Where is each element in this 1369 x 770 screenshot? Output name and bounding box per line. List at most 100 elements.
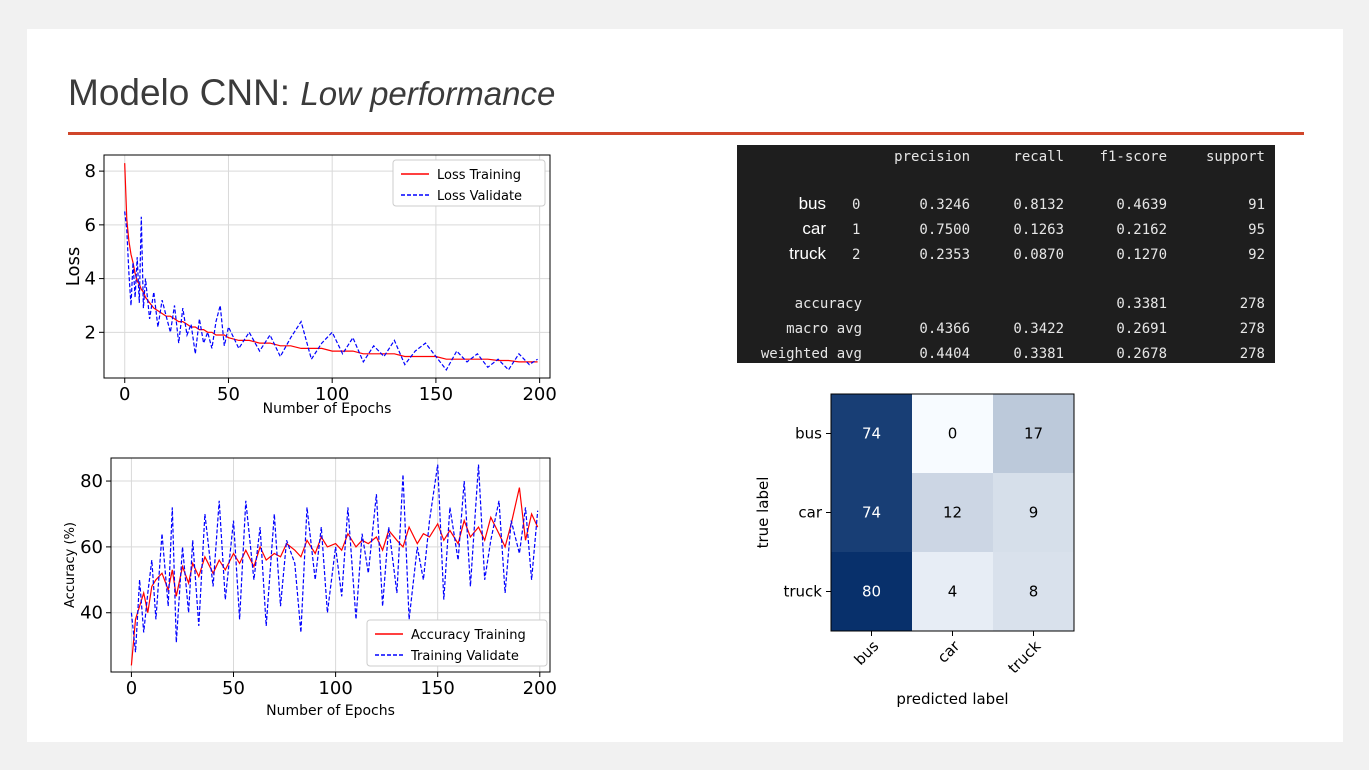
cm-x-axis-label: predicted label	[896, 690, 1008, 708]
cm-y-tick-label: truck	[784, 583, 823, 601]
loss-series-line-2	[124, 211, 538, 371]
report-header-cell: f1-score	[1100, 149, 1167, 165]
loss-y-tick-label: 8	[85, 161, 96, 182]
title-rule	[68, 132, 1304, 135]
acc-x-tick-label: 0	[126, 678, 137, 699]
cm-cell	[993, 552, 1074, 631]
loss-chart-panel: 0 50 100 150 200 2 4 6 8 Number of Epochs Loss Loss…	[57, 145, 558, 423]
cm-cell	[993, 394, 1074, 473]
report-class-label: truck	[789, 244, 826, 263]
accuracy-chart: 0 50 100 150 200 40 60 80 Number of Epochs Accura…	[63, 457, 557, 719]
cm-cell-value: 12	[943, 504, 962, 522]
acc-legend-label-1: Accuracy Training	[411, 628, 526, 643]
report-header-cell: recall	[1013, 149, 1064, 165]
report-cell: 0.2353	[919, 247, 970, 263]
acc-y-tick-label: 80	[80, 471, 103, 492]
report-summary-label: macro avg	[786, 321, 862, 337]
loss-y-tick-label: 2	[85, 322, 96, 343]
loss-legend-label-2: Loss Validate	[437, 189, 522, 204]
loss-x-tick-label: 50	[217, 384, 240, 405]
cm-cell	[831, 473, 912, 552]
report-summary-cell: 0.3381	[1116, 296, 1167, 312]
classification-report: precision recall f1-score support bus 0 0.3246…	[737, 145, 1275, 363]
cm-cell	[831, 552, 912, 631]
report-summary-cell: 278	[1240, 296, 1265, 312]
cm-cell	[912, 552, 993, 631]
report-summary-cell: 0.3422	[1013, 321, 1064, 337]
cm-cell-value: 74	[862, 504, 881, 522]
title-subtitle: Low performance	[300, 75, 556, 112]
loss-chart: 0 50 100 150 200 2 4 6 8 Number of Epochs Loss Loss…	[63, 154, 557, 417]
acc-x-tick-label: 100	[318, 678, 352, 699]
loss-legend-box	[392, 159, 546, 207]
cm-cell	[831, 394, 912, 473]
report-summary-cell: 0.3381	[1013, 346, 1064, 362]
acc-y-axis-label: Accuracy (%)	[63, 522, 78, 608]
acc-x-tick-label: 50	[222, 678, 245, 699]
loss-legend-label-1: Loss Training	[437, 168, 521, 183]
report-cell: 95	[1248, 222, 1265, 238]
cm-cell-value: 74	[862, 425, 881, 443]
acc-x-axis-label: Number of Epochs	[266, 703, 395, 719]
report-class-label: car	[802, 219, 826, 238]
cm-cell-value: 4	[948, 583, 958, 601]
report-cell: 0.3246	[919, 197, 970, 213]
report-summary-cell: 0.2691	[1116, 321, 1167, 337]
report-cell: 0.0870	[1013, 247, 1064, 263]
report-cell: 0.1270	[1116, 247, 1167, 263]
cm-cell	[912, 394, 993, 473]
report-summary-label: accuracy	[795, 296, 862, 312]
report-class-label: bus	[799, 194, 826, 213]
loss-y-tick-label: 6	[85, 215, 96, 236]
acc-legend-box	[366, 619, 548, 667]
report-summary-cell: 0.2678	[1116, 346, 1167, 362]
confusion-matrix-panel: 74 0 17 74 12 9 80 4 8 bus bus car car truck truck pred…	[744, 380, 1083, 718]
acc-x-tick-label: 150	[421, 678, 455, 699]
report-header-cell: precision	[894, 149, 970, 165]
acc-axes-frame	[110, 457, 551, 673]
acc-x-tick-label: 200	[523, 678, 557, 699]
cm-x-tick-label: car	[934, 637, 964, 667]
report-cell: 91	[1248, 197, 1265, 213]
cm-x-tick-label: truck	[1004, 637, 1044, 677]
report-summary-cell: 0.4366	[919, 321, 970, 337]
report-summary-cell: 0.4404	[919, 346, 970, 362]
cm-y-tick-label: bus	[795, 425, 822, 443]
loss-axes-frame	[103, 154, 551, 379]
cm-cell-value: 8	[1029, 583, 1039, 601]
confusion-matrix: 74 0 17 74 12 9 80 4 8 bus bus car car truck truck pred…	[754, 393, 1075, 708]
report-class-index: 0	[852, 197, 860, 213]
cm-cell-value: 9	[1029, 504, 1039, 522]
loss-x-axis-label: Number of Epochs	[263, 401, 392, 417]
slide-title: Modelo CNN: Low performance	[68, 72, 555, 114]
loss-x-tick-label: 200	[522, 384, 556, 405]
loss-x-tick-label: 150	[419, 384, 453, 405]
acc-y-tick-label: 40	[80, 603, 103, 624]
report-summary-label: weighted avg	[761, 346, 862, 362]
title-main: Modelo CNN:	[68, 72, 291, 113]
report-summary-cell: 278	[1240, 346, 1265, 362]
loss-y-tick-label: 4	[85, 269, 96, 290]
report-class-index: 2	[852, 247, 860, 263]
report-class-index: 1	[852, 222, 860, 238]
loss-x-tick-label: 0	[119, 384, 130, 405]
cm-cell-value: 80	[862, 583, 881, 601]
cm-cell	[912, 473, 993, 552]
report-cell: 92	[1248, 247, 1265, 263]
report-header-cell: support	[1206, 149, 1265, 165]
acc-series-line-2	[130, 464, 539, 653]
cm-cell-value: 0	[948, 425, 958, 443]
report-summary-cell: 278	[1240, 321, 1265, 337]
cm-cell	[993, 473, 1074, 552]
cm-x-tick-label: bus	[851, 637, 883, 669]
loss-x-tick-label: 100	[315, 384, 349, 405]
report-cell: 0.1263	[1013, 222, 1064, 238]
report-cell: 0.8132	[1013, 197, 1064, 213]
classification-report-table: precision recall f1-score support bus 0 0.3246…	[761, 149, 1265, 362]
acc-y-tick-label: 60	[80, 537, 103, 558]
report-cell: 0.2162	[1116, 222, 1167, 238]
cm-y-tick-label: car	[798, 504, 822, 522]
cm-cell-value: 17	[1024, 425, 1043, 443]
accuracy-chart-panel: 0 50 100 150 200 40 60 80 Number of Epochs Accura…	[57, 452, 558, 720]
report-cell: 0.7500	[919, 222, 970, 238]
